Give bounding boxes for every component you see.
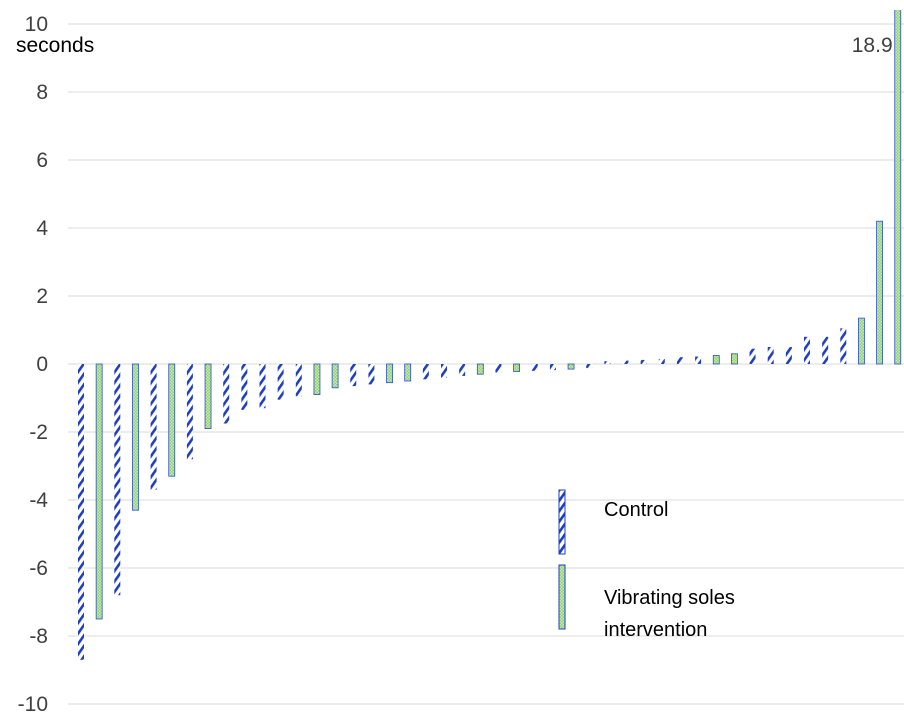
gridlines xyxy=(68,23,904,705)
bar-control xyxy=(495,364,502,373)
bar-vibrating-soles xyxy=(876,220,883,365)
bar-vibrating-soles xyxy=(313,363,321,396)
bar-control xyxy=(586,364,593,369)
legend-label-vibrating-soles-line1: Vibrating soles xyxy=(604,587,735,609)
bar-control xyxy=(78,364,84,660)
bar-control xyxy=(549,364,556,371)
y-tick-label: -2 xyxy=(29,421,48,444)
bar-control xyxy=(223,364,230,424)
bar-control xyxy=(840,328,847,364)
bar-data-label: 18.9 xyxy=(852,34,893,57)
bar-control xyxy=(804,336,810,364)
legend-swatch-vibrating-soles xyxy=(558,564,566,630)
bar-control xyxy=(259,364,266,409)
bar-control xyxy=(640,359,647,364)
bar-control xyxy=(822,336,829,364)
legend-swatch-control xyxy=(558,489,566,555)
bar-control xyxy=(658,358,665,364)
legend: Control Vibrating soles intervention xyxy=(558,489,735,641)
bar-vibrating-soles xyxy=(894,10,902,365)
bar-vibrating-soles xyxy=(386,363,393,384)
bar-control xyxy=(531,364,538,371)
legend-label-vibrating-soles-line2: intervention xyxy=(604,619,707,641)
bar-control xyxy=(767,347,774,364)
legend-label-control: Control xyxy=(604,499,668,521)
bar-control xyxy=(749,348,756,364)
bar-vibrating-soles xyxy=(132,363,139,511)
y-tick-label: 10 xyxy=(25,13,48,36)
bar-vibrating-soles xyxy=(858,317,865,365)
bar-control xyxy=(150,364,157,490)
bar-vibrating-soles xyxy=(204,363,212,429)
bar-vibrating-soles xyxy=(712,355,720,365)
y-axis-tick-labels: 10 8 6 4 2 0 -2 -4 -6 -8 -10 xyxy=(18,13,49,714)
y-tick-label: -6 xyxy=(29,557,48,580)
bar-control xyxy=(277,364,284,400)
bar-control xyxy=(350,364,357,387)
bar-vibrating-soles xyxy=(331,363,339,389)
y-tick-label: 2 xyxy=(36,285,48,308)
y-tick-label: -8 xyxy=(29,625,48,648)
data-labels: 18.9 xyxy=(852,34,893,57)
y-tick-label: 6 xyxy=(36,149,48,172)
bar-vibrating-soles xyxy=(513,363,520,372)
bar-vibrating-soles xyxy=(168,363,176,477)
bars xyxy=(78,10,902,660)
bar-control xyxy=(785,347,792,364)
bar-control xyxy=(441,364,447,378)
bar-control xyxy=(368,364,375,385)
y-tick-label: -10 xyxy=(18,693,48,714)
bar-vibrating-soles xyxy=(95,363,103,620)
bar-control xyxy=(422,364,429,380)
bar-control xyxy=(676,357,683,364)
bar-control xyxy=(114,364,121,596)
bar-control xyxy=(459,364,466,376)
bar-vibrating-soles xyxy=(731,353,738,365)
bar-vibrating-soles xyxy=(476,363,484,375)
y-tick-label: -4 xyxy=(29,489,48,512)
bar-vibrating-soles xyxy=(404,363,412,382)
bar-vibrating-soles xyxy=(567,363,575,370)
y-tick-label: 4 xyxy=(36,217,48,240)
bar-control xyxy=(241,364,248,410)
bar-control xyxy=(186,364,193,460)
bar-control xyxy=(295,364,302,397)
y-tick-label: 8 xyxy=(36,81,48,104)
y-axis-unit-label: seconds xyxy=(16,34,94,57)
bar-control xyxy=(604,361,611,364)
bar-control xyxy=(695,356,702,364)
bar-control xyxy=(622,360,629,364)
y-tick-label: 0 xyxy=(36,353,48,376)
